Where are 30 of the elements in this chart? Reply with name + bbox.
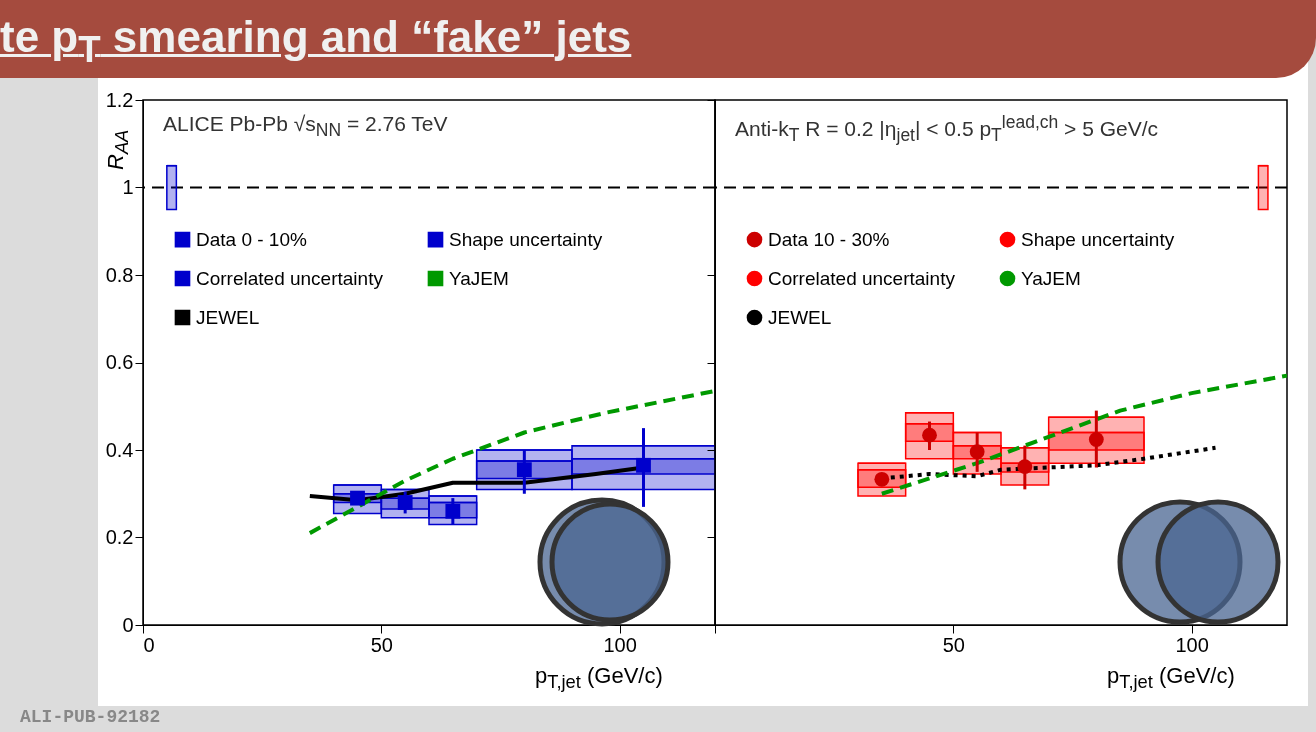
- legend-label: Shape uncertainty: [1021, 228, 1175, 250]
- y-tick-label: 0.6: [105, 351, 134, 373]
- legend-label: YaJEM: [1021, 267, 1081, 289]
- bar: [1257, 164, 1269, 211]
- legend-label: YaJEM: [449, 267, 509, 289]
- legend-label: Correlated uncertainty: [196, 267, 384, 289]
- chart-title: te p$_{T}$ smearing and “fake” jets: [0, 12, 632, 71]
- legend-label: Data 0 - 10%: [196, 228, 307, 250]
- x-axis-title: p$_{T,jet}$ (GeV/c): [535, 663, 663, 694]
- legend-label: Shape uncertainty: [449, 228, 603, 250]
- annotation: Anti-k$_{T}$ R = 0.2 |η$_{jet}$| < 0.5 p$_{T}$$^{lead,ch}$ > 5 GeV/c: [735, 112, 1159, 147]
- x-tick-label: 100: [603, 633, 637, 656]
- y-tick-label: 0.2: [105, 526, 134, 548]
- point: [1088, 432, 1104, 447]
- legend-label: JEWEL: [196, 306, 260, 328]
- x-tick-label: 50: [942, 633, 965, 656]
- legend-label: Correlated uncertainty: [768, 267, 956, 289]
- y-tick-label: 0: [122, 613, 134, 636]
- legend-label: JEWEL: [768, 306, 832, 328]
- text: ALI-PUB-92182: [20, 707, 161, 727]
- y-tick-label: 0.8: [105, 263, 134, 286]
- y-tick-label: 1: [122, 176, 134, 198]
- annotation: ALICE Pb-Pb √s$_{NN}$ = 2.76 TeV: [163, 112, 448, 142]
- x-tick-label: 0: [143, 633, 155, 656]
- y-tick-label: 1.2: [105, 88, 134, 111]
- x-tick-label: 50: [370, 633, 393, 656]
- x-tick-label: 100: [1175, 633, 1209, 656]
- x-axis-title: p$_{T,jet}$ (GeV/c): [1107, 663, 1235, 694]
- legend-label: Data 10 - 30%: [768, 228, 890, 250]
- y-tick-label: 0.4: [105, 438, 134, 461]
